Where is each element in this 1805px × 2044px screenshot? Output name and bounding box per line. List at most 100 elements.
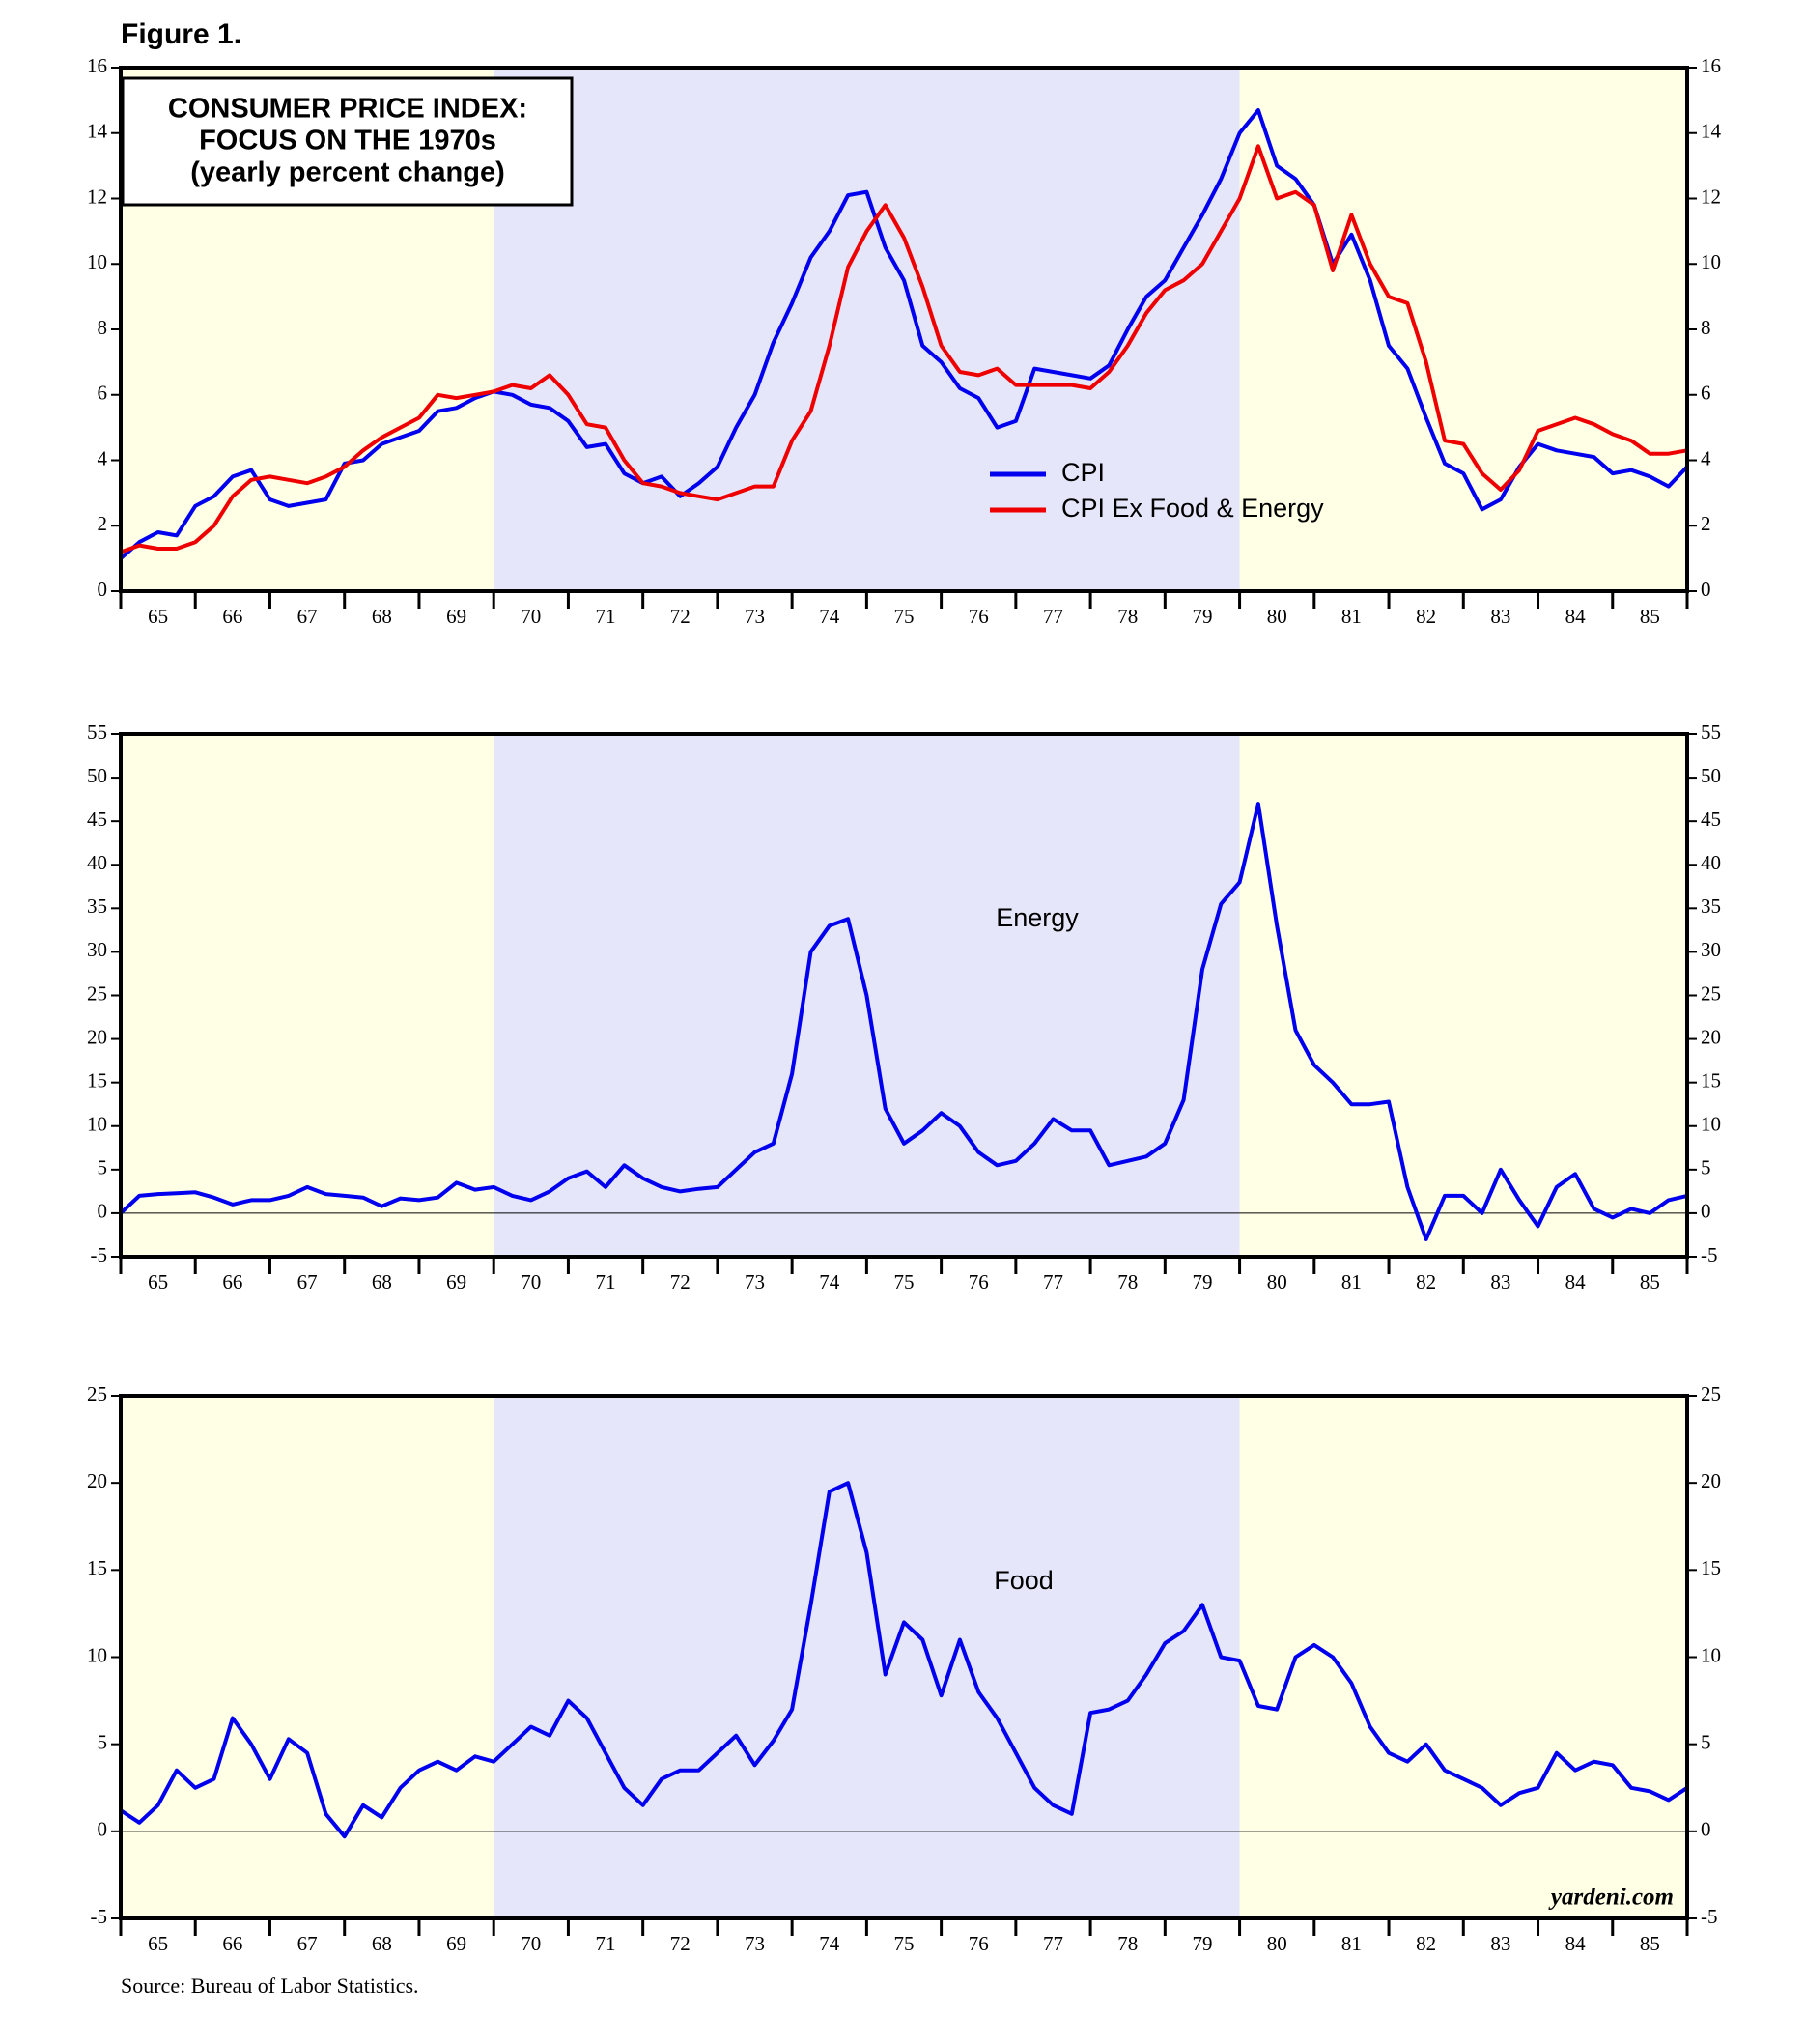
title-box: [121, 76, 574, 207]
y-tick-label-right: -5: [1701, 1905, 1718, 1928]
y-tick-label-right: 55: [1701, 721, 1721, 744]
y-tick-label-right: 25: [1701, 981, 1721, 1005]
y-tick-label: 0: [98, 578, 108, 601]
x-tick-label: 81: [1341, 605, 1362, 628]
legend-label: CPI: [1061, 458, 1105, 487]
y-tick-label-right: 5: [1701, 1730, 1711, 1753]
legend-label: CPI Ex Food & Energy: [1061, 494, 1324, 523]
y-tick-label: 12: [87, 185, 107, 208]
x-tick-label: 69: [446, 1270, 466, 1293]
x-tick-label: 85: [1640, 605, 1660, 628]
series-line: [120, 144, 1688, 554]
x-tick-label: 81: [1341, 1932, 1362, 1955]
x-tick-label: 84: [1565, 1932, 1587, 1955]
x-tick-label: 70: [521, 1270, 541, 1293]
x-tick-label: 76: [969, 1932, 989, 1955]
y-tick-label-right: 20: [1701, 1469, 1721, 1492]
x-tick-label: 73: [745, 1270, 765, 1293]
y-tick-label: 0: [98, 1200, 108, 1223]
x-tick-label: 74: [819, 1932, 840, 1955]
y-tick-label: 10: [87, 1113, 107, 1136]
source-note: Source: Bureau of Labor Statistics.: [121, 1973, 419, 1998]
y-tick-label-right: 15: [1701, 1068, 1721, 1092]
shaded-span: [494, 68, 1240, 591]
x-tick-label: 72: [670, 605, 691, 628]
x-tick-label: 66: [222, 1270, 242, 1293]
chart-title: CONSUMER PRICE INDEX:: [168, 94, 527, 125]
series-line: [119, 108, 1689, 560]
y-tick-label: 20: [87, 1025, 107, 1048]
x-tick-label: 74: [819, 1270, 840, 1293]
x-tick-label: 65: [148, 605, 168, 628]
x-tick-label: 78: [1117, 605, 1138, 628]
x-tick-label: 77: [1043, 605, 1063, 628]
x-tick-label: 66: [222, 605, 242, 628]
x-tick-label: 83: [1490, 605, 1510, 628]
y-tick-label: 16: [87, 54, 107, 77]
x-tick-label: 69: [446, 1932, 466, 1955]
x-tick-label: 80: [1267, 1270, 1287, 1293]
y-tick-label: 20: [87, 1469, 107, 1492]
y-tick-label: 35: [87, 894, 107, 918]
x-tick-label: 70: [521, 1932, 541, 1955]
x-tick-label: 76: [969, 605, 989, 628]
y-tick-label: 5: [98, 1156, 108, 1179]
x-tick-label: 75: [894, 1932, 915, 1955]
y-tick-label: 0: [98, 1818, 108, 1841]
y-tick-label: 15: [87, 1068, 107, 1092]
x-tick-label: 67: [297, 1932, 318, 1955]
y-tick-label: 25: [87, 981, 107, 1005]
x-tick-label: 74: [819, 605, 840, 628]
x-tick-label: 84: [1565, 605, 1587, 628]
x-tick-label: 67: [297, 1270, 318, 1293]
x-tick-label: 71: [596, 1932, 616, 1955]
y-tick-label-right: 35: [1701, 894, 1721, 918]
y-tick-label: 45: [87, 808, 107, 831]
y-tick-label: 10: [87, 250, 107, 273]
series-line: [119, 1481, 1689, 1839]
x-tick-label: 84: [1565, 1270, 1587, 1293]
x-tick-label: 72: [670, 1932, 691, 1955]
plot-frame: [119, 732, 1689, 1259]
x-tick-label: 66: [222, 1932, 242, 1955]
y-tick-label: 2: [98, 512, 108, 535]
x-tick-label: 68: [372, 1932, 392, 1955]
y-tick-label-right: 0: [1701, 1200, 1711, 1223]
figure-label: Figure 1.: [121, 18, 241, 50]
y-tick-label: 55: [87, 721, 107, 744]
x-tick-label: 85: [1640, 1932, 1660, 1955]
x-tick-label: 72: [670, 1270, 691, 1293]
plot-frame: [119, 66, 1689, 593]
x-tick-label: 68: [372, 605, 392, 628]
y-tick-label: 15: [87, 1556, 107, 1579]
series-line: [119, 802, 1688, 1241]
chart-title: (yearly percent change): [190, 157, 505, 188]
y-tick-label: 40: [87, 851, 107, 874]
x-tick-label: 71: [596, 605, 616, 628]
y-tick-label-right: 10: [1701, 1113, 1721, 1136]
x-tick-label: 67: [297, 605, 318, 628]
x-tick-label: 79: [1192, 605, 1212, 628]
x-tick-label: 65: [148, 1932, 168, 1955]
y-tick-label-right: 5: [1701, 1156, 1711, 1179]
x-tick-label: 78: [1117, 1270, 1138, 1293]
y-tick-label-right: 10: [1701, 250, 1721, 273]
y-tick-label-right: 8: [1701, 316, 1711, 339]
y-tick-label-right: 16: [1701, 54, 1721, 77]
x-tick-label: 70: [521, 605, 541, 628]
x-tick-label: 82: [1416, 1932, 1436, 1955]
annotation: Energy: [996, 903, 1079, 932]
y-tick-label: 8: [98, 316, 108, 339]
x-tick-label: 76: [969, 1270, 989, 1293]
x-tick-label: 73: [745, 605, 765, 628]
x-tick-label: 69: [446, 605, 466, 628]
y-tick-label-right: 25: [1701, 1382, 1721, 1405]
x-tick-label: 73: [745, 1932, 765, 1955]
x-tick-label: 81: [1341, 1270, 1362, 1293]
x-tick-label: 83: [1490, 1270, 1510, 1293]
y-tick-label: 10: [87, 1643, 107, 1666]
x-tick-label: 79: [1192, 1270, 1212, 1293]
x-tick-label: 68: [372, 1270, 392, 1293]
y-tick-label: -5: [91, 1905, 108, 1928]
